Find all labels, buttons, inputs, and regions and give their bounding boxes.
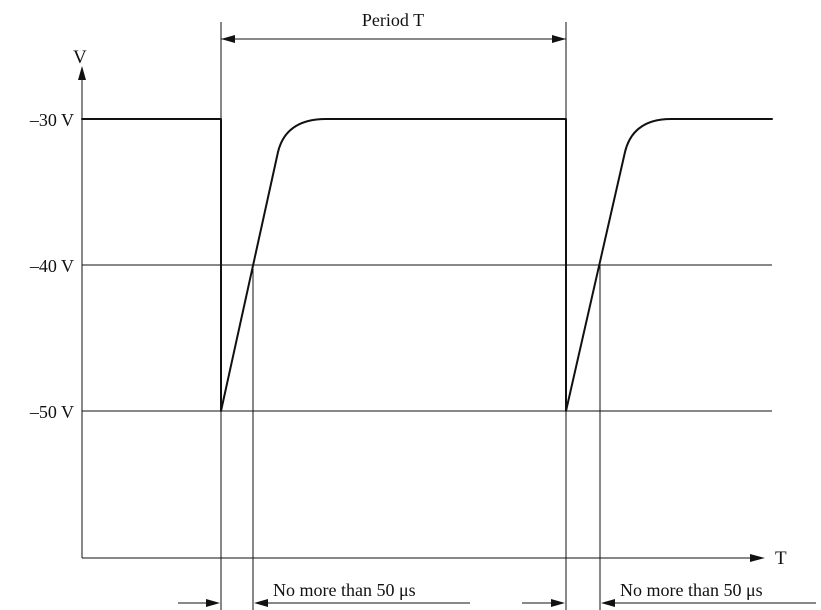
level-label-minus30: –30 V [29,110,74,130]
y-axis-arrowhead [78,66,86,80]
rise-limit-2-arrowhead-left [551,599,565,607]
level-label-minus40: –40 V [29,256,74,276]
rise-limit-1-arrowhead-left [206,599,220,607]
y-axis-label: V [73,47,87,68]
rise-limit-2-label: No more than 50 μs [620,580,763,600]
x-axis-label: T [775,548,787,569]
period-label: Period T [362,10,424,30]
waveform-trace [81,118,773,412]
period-arrowhead-right [552,35,566,43]
x-axis-arrowhead [750,554,765,562]
rise-limit-1-arrowhead-right [254,599,268,607]
rise-limit-1-label: No more than 50 μs [273,580,416,600]
level-label-minus50: –50 V [29,402,74,422]
period-arrowhead-left [221,35,235,43]
rise-limit-2-arrowhead-right [601,599,615,607]
